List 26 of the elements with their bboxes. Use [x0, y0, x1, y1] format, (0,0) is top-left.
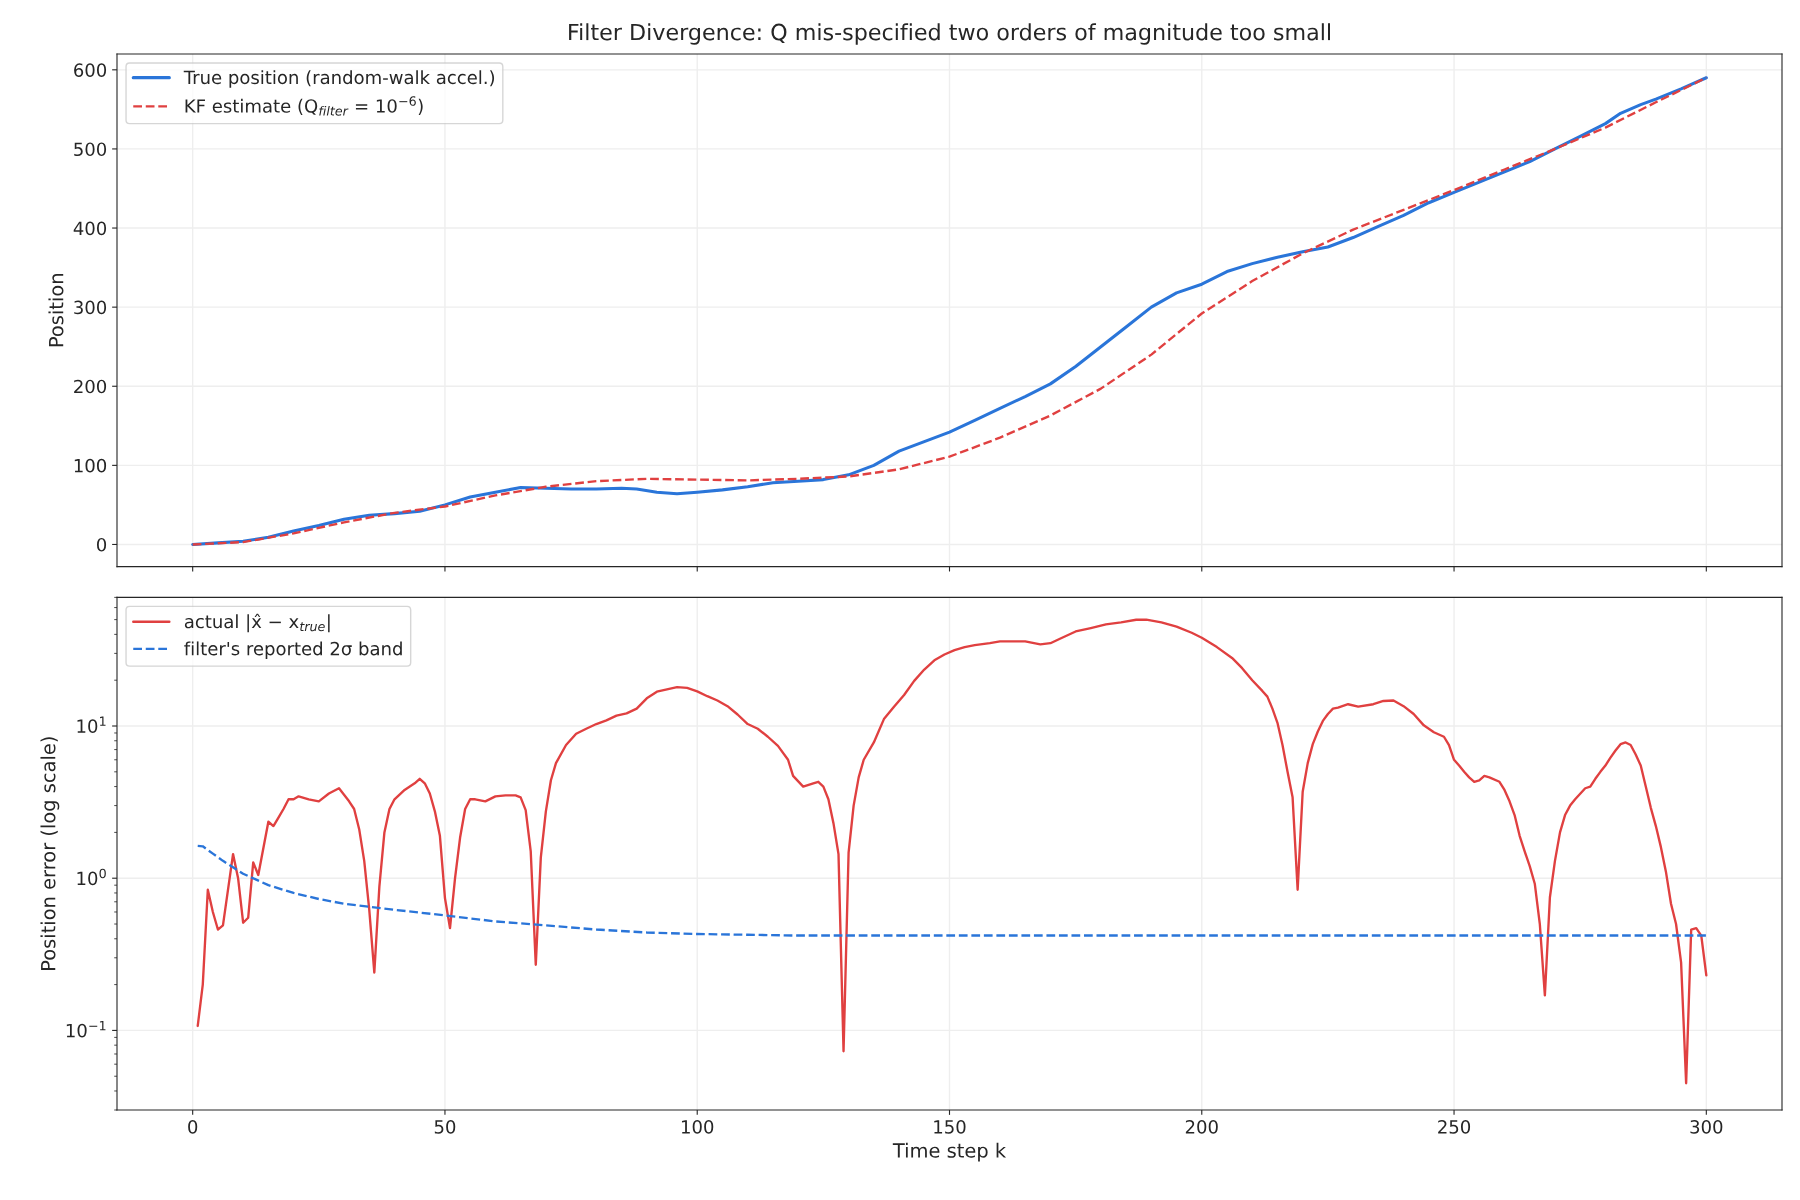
x-tick-label: 0	[188, 1120, 198, 1134]
legend-label: filter's reported 2σ band	[184, 641, 402, 659]
y-tick-label: 300	[74, 300, 107, 315]
x-tick-label: 150	[934, 1120, 966, 1134]
y-tick-label: 400	[73, 221, 107, 236]
chart-title: Filter Divergence: Q mis-specified two orders of magnitude too small	[569, 23, 1331, 45]
y-axis-title: Position	[48, 274, 64, 347]
y-tick-label: 10$^{1}$	[77, 716, 106, 733]
y-tick-label: 500	[74, 142, 107, 157]
legend-label: True position (random-walk accel.)	[183, 70, 495, 88]
y-axis-title: Position error (log scale)	[40, 737, 60, 970]
y-tick-label: 10$^{−1}$	[66, 1021, 106, 1038]
x-tick-label: 100	[681, 1120, 714, 1134]
x-tick-label: 250	[1438, 1120, 1471, 1134]
x-tick-label: 200	[1185, 1120, 1218, 1134]
x-tick-label: 50	[434, 1120, 456, 1134]
legend-label: KF estimate (Q$_{filter}$ = 10$^{−6}$)	[185, 96, 423, 116]
y-tick-label: 200	[74, 379, 107, 394]
y-tick-label: 600	[74, 63, 107, 77]
legend-label: actual |x̂ − x$_{true}$|	[184, 613, 330, 633]
y-tick-label: 100	[74, 458, 107, 473]
y-tick-label: 10$^{0}$	[77, 868, 106, 886]
x-tick-label: 300	[1690, 1120, 1723, 1134]
y-tick-label: 0	[96, 537, 107, 552]
line-series	[196, 844, 1708, 937]
x-axis-title: Time step k	[892, 1142, 1007, 1162]
